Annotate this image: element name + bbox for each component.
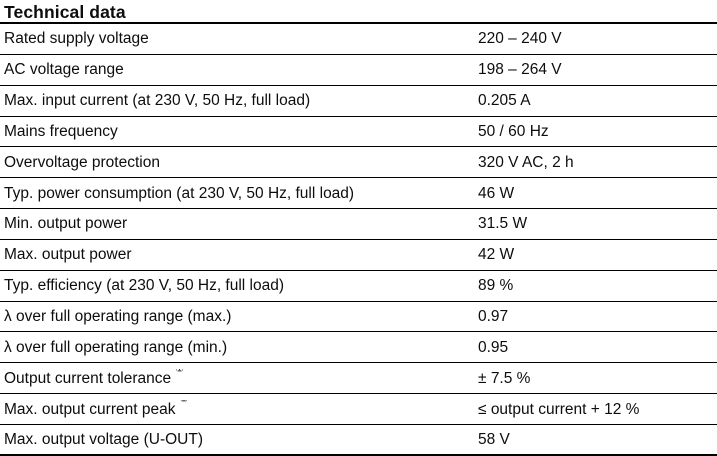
row-value: 42 W <box>478 246 515 264</box>
row-label: Rated supply voltage <box>4 29 478 48</box>
row-label-text: AC voltage range <box>4 61 124 79</box>
row-label: AC voltage range <box>4 60 478 79</box>
table-row: λ over full operating range (min.) 0.95 <box>0 332 717 364</box>
row-value: 0.97 <box>478 308 509 326</box>
row-label-text: Min. output power <box>4 215 128 233</box>
table-row: Rated supply voltage 220 – 240 V <box>0 24 717 55</box>
row-value: ± 7.5 % <box>478 369 531 387</box>
row-value: 31.5 W <box>478 215 528 233</box>
table-row: Max. output voltage (U-OUT) 58 V <box>0 425 717 456</box>
row-label-text: λ over full operating range (max.) <box>4 308 232 326</box>
row-label-text: Max. input current (at 230 V, 50 Hz, ful… <box>4 92 311 110</box>
footnote-marker-1: ① <box>175 368 185 375</box>
row-label-text: Max. output voltage (U-OUT) <box>4 430 203 448</box>
row-label: Max. output current peak② <box>4 400 478 419</box>
table-row: Output current tolerance① ± 7.5 % <box>0 363 717 395</box>
row-label: Typ. power consumption (at 230 V, 50 Hz,… <box>4 184 478 203</box>
row-label-text: Rated supply voltage <box>4 30 149 48</box>
footnote-marker-2: ② <box>179 399 189 406</box>
row-label: Typ. efficiency (at 230 V, 50 Hz, full l… <box>4 276 478 295</box>
table-row: Max. input current (at 230 V, 50 Hz, ful… <box>0 86 717 117</box>
row-label: Overvoltage protection <box>4 153 478 172</box>
row-label-text: Max. output current peak <box>4 400 176 418</box>
row-label: λ over full operating range (max.) <box>4 307 478 326</box>
table-row: λ over full operating range (max.) 0.97 <box>0 302 717 333</box>
row-label: Output current tolerance① <box>4 369 478 388</box>
row-label: Max. output voltage (U-OUT) <box>4 430 478 449</box>
row-label-text: Mains frequency <box>4 122 118 140</box>
row-label: Min. output power <box>4 214 478 233</box>
row-value: 0.95 <box>478 338 509 356</box>
table-row: Typ. power consumption (at 230 V, 50 Hz,… <box>0 178 717 210</box>
table-row: Overvoltage protection 320 V AC, 2 h <box>0 147 717 179</box>
table-row: Max. output current peak② ≤ output curre… <box>0 394 717 425</box>
row-label: Mains frequency <box>4 122 478 141</box>
table-row: AC voltage range 198 – 264 V <box>0 55 717 86</box>
row-value: 320 V AC, 2 h <box>478 153 574 171</box>
row-label-text: Overvoltage protection <box>4 153 160 171</box>
row-label: Max. input current (at 230 V, 50 Hz, ful… <box>4 91 478 110</box>
row-value: 50 / 60 Hz <box>478 122 549 140</box>
page-title: Technical data <box>0 0 717 24</box>
row-label-text: Typ. efficiency (at 230 V, 50 Hz, full l… <box>4 277 285 295</box>
row-value: 46 W <box>478 184 515 202</box>
table-row: Max. output power 42 W <box>0 240 717 271</box>
row-label-text: λ over full operating range (min.) <box>4 338 228 356</box>
row-value: 0.205 A <box>478 92 531 110</box>
table-row: Mains frequency 50 / 60 Hz <box>0 117 717 148</box>
row-value: 220 – 240 V <box>478 30 562 48</box>
row-label-text: Output current tolerance <box>4 369 172 387</box>
row-value: 58 V <box>478 430 510 448</box>
row-label: λ over full operating range (min.) <box>4 338 478 357</box>
row-value: ≤ output current + 12 % <box>478 400 640 418</box>
table-row: Min. output power 31.5 W <box>0 209 717 240</box>
row-value: 198 – 264 V <box>478 61 562 79</box>
row-label-text: Max. output power <box>4 246 132 264</box>
row-value: 89 % <box>478 277 514 295</box>
table-row: Typ. efficiency (at 230 V, 50 Hz, full l… <box>0 271 717 302</box>
row-label: Max. output power <box>4 245 478 264</box>
technical-data-table: Rated supply voltage 220 – 240 V AC volt… <box>0 24 717 456</box>
row-label-text: Typ. power consumption (at 230 V, 50 Hz,… <box>4 184 355 202</box>
